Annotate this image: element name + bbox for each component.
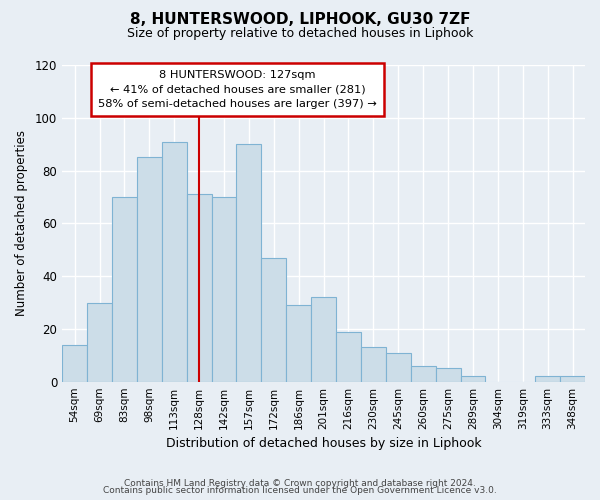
Bar [411,366,436,382]
Bar [236,144,262,382]
Bar [436,368,461,382]
Bar [87,302,112,382]
Bar [386,352,411,382]
Bar [262,258,286,382]
Bar [162,142,187,382]
Bar [336,332,361,382]
Bar [461,376,485,382]
Y-axis label: Number of detached properties: Number of detached properties [15,130,28,316]
Text: Size of property relative to detached houses in Liphook: Size of property relative to detached ho… [127,28,473,40]
Bar [535,376,560,382]
Bar [212,197,236,382]
Bar [311,297,336,382]
Bar [286,305,311,382]
Bar [112,197,137,382]
Text: Contains HM Land Registry data © Crown copyright and database right 2024.: Contains HM Land Registry data © Crown c… [124,478,476,488]
Bar [187,194,212,382]
Bar [560,376,585,382]
Bar [62,344,87,382]
Text: Contains public sector information licensed under the Open Government Licence v3: Contains public sector information licen… [103,486,497,495]
Bar [137,158,162,382]
X-axis label: Distribution of detached houses by size in Liphook: Distribution of detached houses by size … [166,437,481,450]
Text: 8 HUNTERSWOOD: 127sqm
← 41% of detached houses are smaller (281)
58% of semi-det: 8 HUNTERSWOOD: 127sqm ← 41% of detached … [98,70,377,110]
Bar [361,348,386,382]
Text: 8, HUNTERSWOOD, LIPHOOK, GU30 7ZF: 8, HUNTERSWOOD, LIPHOOK, GU30 7ZF [130,12,470,28]
